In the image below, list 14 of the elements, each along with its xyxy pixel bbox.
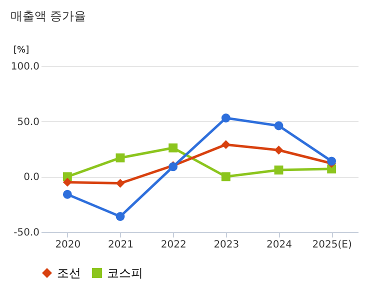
x-tick-label: 2023: [214, 240, 240, 250]
x-tick-label: 2020: [55, 240, 81, 250]
x-tick-label: 2022: [160, 240, 186, 250]
y-tick-label: -50.0: [14, 228, 40, 238]
legend-label: 코스피: [107, 266, 143, 280]
chart-title: 매출액 증가율: [10, 9, 86, 23]
x-tick-label: 2021: [108, 240, 134, 250]
y-tick-label: 50.0: [17, 116, 40, 128]
x-tick-label: 2024: [266, 240, 292, 250]
y-axis-title: [%]: [14, 46, 30, 56]
y-tick-label: 0.0: [24, 172, 40, 184]
x-tick-label: 2025(E): [312, 240, 352, 250]
y-tick-label: 100.0: [10, 62, 40, 72]
legend-label: 조선: [57, 266, 81, 280]
